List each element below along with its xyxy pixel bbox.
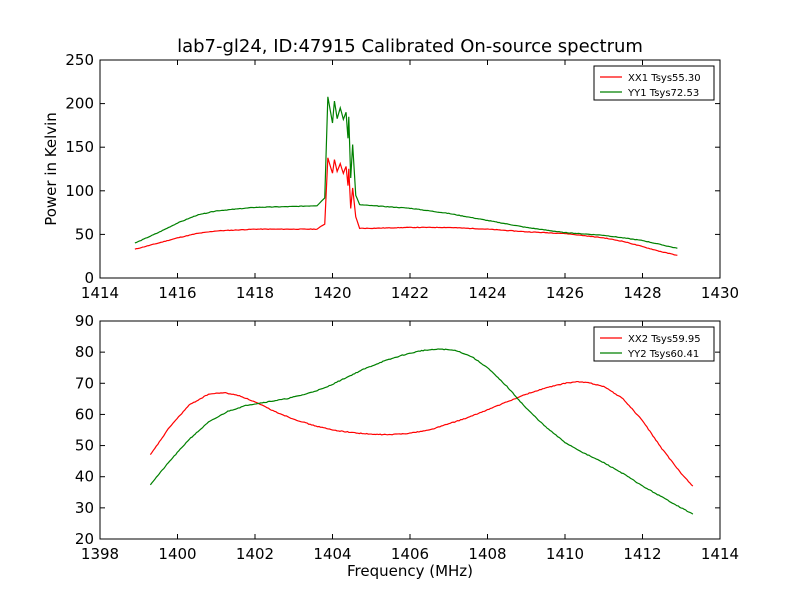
y-tick-label: 50	[75, 225, 94, 243]
y-tick-label: 30	[75, 499, 94, 517]
legend-label: XX2 Tsys59.95	[628, 334, 701, 345]
y-tick-label: 90	[75, 312, 94, 330]
legend-label: XX1 Tsys55.30	[628, 73, 701, 84]
y-tick-label: 0	[84, 269, 94, 287]
y-tick-label: 20	[75, 530, 94, 548]
y-tick-label: 60	[75, 405, 94, 423]
x-tick-label: 1424	[468, 284, 506, 302]
y-tick-label: 150	[65, 138, 94, 156]
bottom-plot: 1398 1400 1402 1404 1406 1408 1410 1412 1414 20 30…	[75, 312, 739, 580]
x-tick-label: 1402	[236, 545, 274, 563]
y-tick-label: 40	[75, 468, 94, 486]
x-tick-label: 1418	[236, 284, 274, 302]
x-tick-label: 1400	[158, 545, 196, 563]
x-tick-label: 1412	[623, 545, 661, 563]
y-tick-label: 200	[65, 95, 94, 113]
legend-label: YY2 Tsys60.41	[627, 349, 699, 360]
x-tick-label: 1428	[623, 284, 661, 302]
series-line-1	[134, 157, 678, 256]
x-tick-label: 1404	[313, 545, 351, 563]
series-line-2	[149, 348, 694, 515]
y-tick-label: 100	[65, 182, 94, 200]
top-plot: 1414 1416 1418 1420 1422 1424 1426 1428 1430 0 50 1…	[42, 51, 739, 302]
x-tick-label: 1416	[158, 284, 196, 302]
x-tick-label: 1408	[468, 545, 506, 563]
x-tick-label: 1414	[701, 545, 739, 563]
y-tick-label: 50	[75, 437, 94, 455]
legend-box	[593, 326, 715, 362]
x-tick-label: 1414	[81, 284, 119, 302]
y-axis-label: Power in Kelvin	[42, 112, 60, 226]
y-tick-label: 80	[75, 343, 94, 361]
x-tick-label: 1410	[546, 545, 584, 563]
x-tick-label: 1430	[701, 284, 739, 302]
x-tick-label: 1426	[546, 284, 584, 302]
x-tick-label: 1422	[391, 284, 429, 302]
x-tick-label: 1406	[391, 545, 429, 563]
legend-box	[593, 65, 715, 101]
x-tick-label: 1420	[313, 284, 351, 302]
x-axis-label: Frequency (MHz)	[347, 562, 473, 580]
chart-title: lab7-gl24, ID:47915 Calibrated On-source…	[177, 36, 643, 57]
legend-label: YY1 Tsys72.53	[627, 88, 699, 99]
y-tick-label: 250	[65, 51, 94, 69]
series-line-2	[134, 96, 678, 249]
x-tick-label: 1398	[81, 545, 119, 563]
y-tick-label: 70	[75, 374, 94, 392]
series-line-1	[149, 380, 694, 487]
